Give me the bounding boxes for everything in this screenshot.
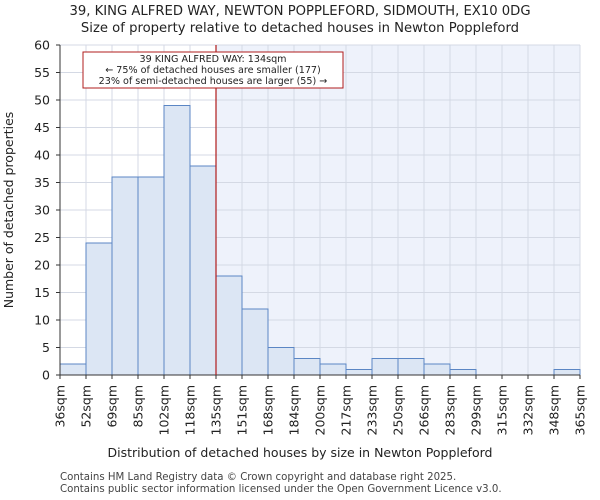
bar [423,363,451,376]
bar [397,358,425,376]
x-tick-label: 315sqm [495,385,510,435]
chart-subtitle: Size of property relative to detached ho… [81,21,519,36]
bar [293,358,321,376]
y-tick-label: 20 [34,258,50,273]
bar [553,369,581,376]
y-tick-label: 25 [34,230,50,245]
x-tick-label: 168sqm [261,385,276,435]
x-tick-label: 85sqm [131,385,146,428]
bar [449,369,477,376]
y-tick-label: 60 [34,38,50,53]
annotation-line: 23% of semi-detached houses are larger (… [99,76,328,87]
bar [111,176,139,376]
footer-line-1: Contains HM Land Registry data © Crown c… [60,472,456,483]
y-tick-label: 40 [34,148,50,163]
bar [59,363,87,376]
x-tick-label: 299sqm [469,385,484,435]
x-tick-label: 102sqm [157,385,172,435]
annotation-line: 39 KING ALFRED WAY: 134sqm [139,54,286,65]
bar [189,165,217,376]
y-tick-label: 10 [34,313,50,328]
y-tick-label: 30 [34,203,50,218]
bar [163,105,191,376]
y-tick-label: 15 [34,285,50,300]
annotation-line: ← 75% of detached houses are smaller (17… [105,65,321,76]
bar [345,369,373,376]
y-tick-label: 50 [34,93,50,108]
x-tick-label: 348sqm [547,385,562,435]
x-tick-label: 52sqm [79,385,94,428]
y-tick-label: 35 [34,175,50,190]
x-tick-label: 266sqm [417,385,432,435]
plot-area: 0 5 10 15 20 25 30 35 40 45 50 55 60 36sqm 52sqm 69sqm 8… [34,38,587,436]
x-axis-label: Distribution of detached houses by size … [108,445,493,460]
x-tick-label: 118sqm [183,385,198,435]
bar [319,363,347,376]
footer-line-2: Contains public sector information licen… [60,484,502,495]
x-tick-label: 233sqm [365,385,380,435]
bar [137,176,165,376]
chart-title: 39, KING ALFRED WAY, NEWTON POPPLEFORD, … [69,4,530,19]
bar [85,242,113,376]
x-tick-label: 135sqm [209,385,224,435]
x-tick-label: 365sqm [573,385,588,435]
y-tick-label: 45 [34,120,50,135]
x-tick-label: 184sqm [287,385,302,435]
x-tick-label: 217sqm [339,385,354,435]
y-tick-label: 55 [34,65,50,80]
annotation-box [82,51,344,89]
x-tick-label: 283sqm [443,385,458,435]
x-tick-label: 332sqm [521,385,536,435]
y-axis-label: Number of detached properties [1,112,16,309]
x-tick-label: 69sqm [105,385,120,428]
x-tick-label: 250sqm [391,385,406,435]
x-tick-label: 151sqm [235,385,250,435]
y-tick-label: 0 [42,368,50,383]
y-tick-label: 5 [42,340,50,355]
bar [215,275,243,376]
bar [267,347,295,376]
bar [371,358,399,376]
x-tick-label: 36sqm [53,385,68,428]
bar [241,308,269,376]
x-tick-label: 200sqm [313,385,328,435]
